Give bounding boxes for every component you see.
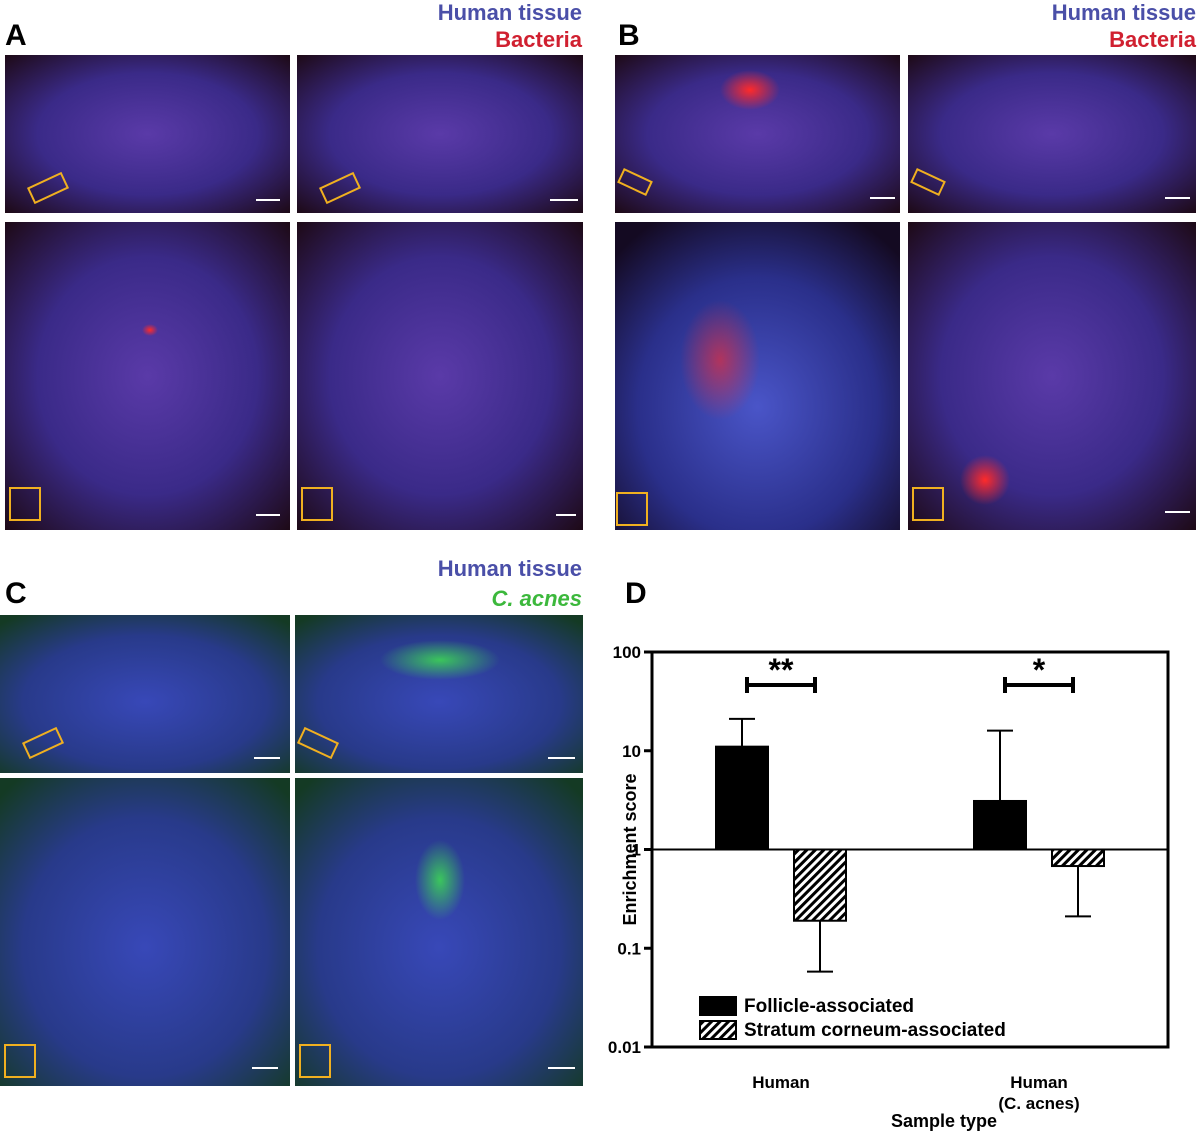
- signal: [720, 70, 780, 110]
- micrographs: [0, 55, 1196, 1086]
- micrograph: [295, 778, 583, 1086]
- y-tick-label: 0.1: [617, 939, 641, 958]
- micrograph: [295, 615, 583, 773]
- panel-label: B: [618, 19, 640, 52]
- legend-text: C. acnes: [492, 586, 583, 611]
- y-axis-label: Enrichment score: [620, 773, 640, 925]
- legend-label: Stratum corneum-associated: [744, 1020, 1006, 1041]
- signal: [380, 640, 500, 680]
- chart: 0.01 0.1 1 10 100 Enrichment score Sample type…: [608, 643, 1170, 1131]
- micrograph: [908, 55, 1196, 213]
- legend-text: Human tissue: [1052, 0, 1196, 25]
- legend-text: Human tissue: [438, 556, 582, 581]
- panel-labels: A Human tissue Bacteria B Human tissue B…: [5, 0, 1197, 611]
- legend-text: Bacteria: [495, 27, 583, 52]
- panel-label: D: [625, 577, 647, 610]
- signal: [960, 455, 1010, 505]
- y-tick-label: 1: [632, 841, 641, 860]
- bar: [715, 745, 769, 851]
- legend-label: Follicle-associated: [744, 996, 914, 1017]
- bar: [1051, 848, 1105, 868]
- legend-text: Human tissue: [438, 0, 582, 25]
- x-tick-label: Human: [752, 1073, 810, 1092]
- y-tick-label: 0.01: [608, 1038, 641, 1057]
- micrograph: [297, 55, 583, 213]
- signal: [142, 324, 158, 336]
- micrograph: [0, 615, 290, 773]
- panel-label: C: [5, 577, 27, 610]
- x-axis-label: Sample type: [891, 1111, 997, 1131]
- legend-swatch: [699, 1020, 737, 1040]
- significance-label: *: [1033, 652, 1046, 688]
- panel-label: A: [5, 19, 27, 52]
- scale-bars: [252, 197, 1190, 1069]
- signal: [680, 300, 760, 420]
- micrograph: [5, 55, 290, 213]
- y-tick-label: 100: [613, 643, 641, 662]
- bar: [973, 799, 1027, 851]
- x-tick-label: Human (C. acnes): [998, 1073, 1080, 1113]
- signal: [415, 840, 465, 920]
- micrograph: [5, 222, 290, 530]
- legend-text: Bacteria: [1109, 27, 1197, 52]
- legend-swatch: [699, 996, 737, 1016]
- micrograph: [297, 222, 583, 530]
- region-markers: [4, 167, 946, 1078]
- micrograph: [908, 222, 1196, 530]
- micrograph: [0, 778, 290, 1086]
- bar: [793, 848, 847, 922]
- significance-label: **: [769, 652, 794, 688]
- y-tick-label: 10: [622, 742, 641, 761]
